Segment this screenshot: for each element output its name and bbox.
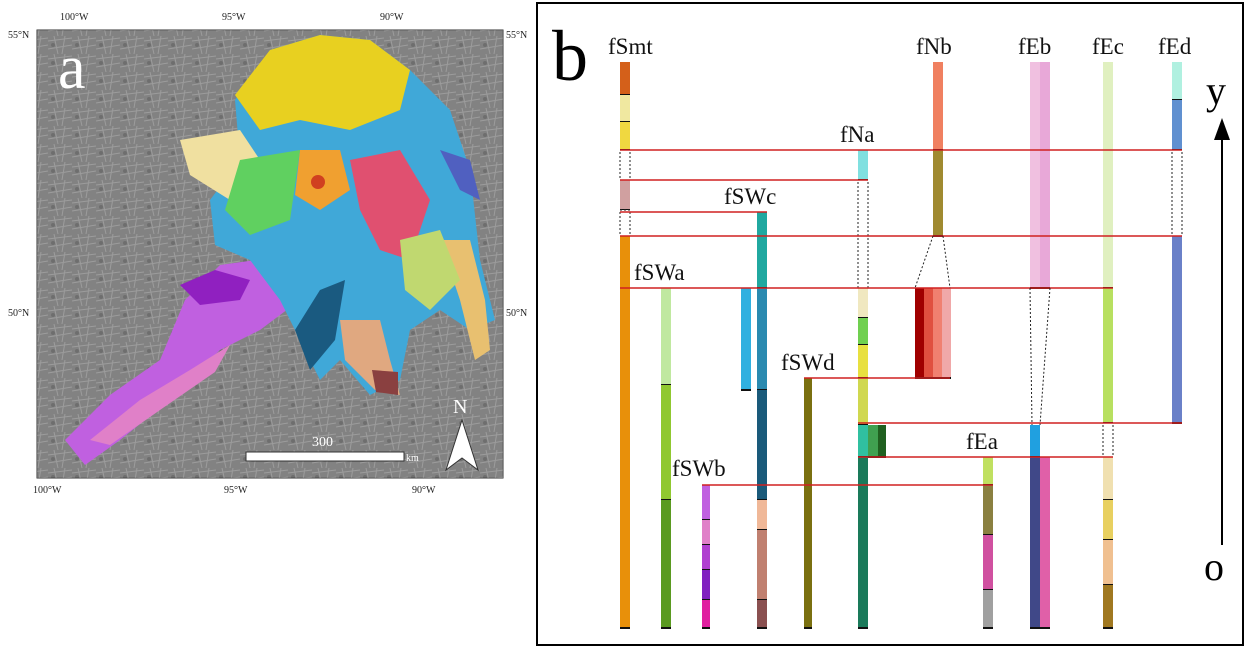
unit-bar — [620, 236, 630, 628]
unit-bar — [757, 530, 767, 600]
unit-bar — [1030, 457, 1040, 628]
unit — [311, 175, 325, 189]
hiatus — [1103, 423, 1113, 457]
column-label: fSWb — [672, 456, 726, 481]
north-label: N — [453, 396, 467, 418]
lon-label: 100°W — [33, 485, 62, 496]
unit-bar — [858, 318, 868, 345]
column-label: fEd — [1158, 34, 1192, 59]
lat-label: 50°N — [8, 308, 29, 319]
unit-bar — [702, 520, 710, 545]
unit — [372, 370, 398, 395]
hiatus — [620, 150, 630, 180]
unit-bar — [933, 62, 943, 150]
unit-bar — [858, 457, 868, 628]
unit-bar — [1103, 457, 1113, 500]
lat-label: 50°N — [506, 308, 527, 319]
unit-bar — [983, 590, 993, 628]
panel-label: b — [552, 16, 588, 96]
panel-a: a 100°W 95°W 90°W 100°W 95°W 90°W 55°N 5… — [8, 12, 527, 496]
unit-bar — [661, 288, 671, 385]
unit-bar — [1172, 236, 1182, 423]
unit-bar — [858, 150, 868, 180]
unit-bar — [1103, 500, 1113, 540]
column-label: fNb — [916, 34, 952, 59]
panel-frame — [537, 3, 1243, 645]
unit-bar — [1040, 457, 1050, 628]
unit-bar — [1103, 540, 1113, 585]
unit-bar — [878, 425, 886, 457]
unit-bar — [858, 425, 868, 457]
column-label: fEa — [966, 429, 998, 454]
unit-bar — [942, 288, 951, 378]
unit-bar — [933, 150, 943, 236]
column-label: fSWc — [724, 184, 776, 209]
axis-top-label: y — [1206, 68, 1226, 113]
hiatus — [620, 210, 630, 236]
scale-value: 300 — [312, 435, 333, 450]
unit-bar — [933, 288, 942, 378]
unit-bar — [858, 378, 868, 425]
column-label: fSWa — [634, 260, 685, 285]
axis-bottom-label: o — [1204, 544, 1224, 589]
unit-bar — [620, 180, 630, 210]
unit-bar — [858, 288, 868, 318]
lon-label: 90°W — [412, 485, 436, 496]
panel-label: a — [58, 34, 86, 102]
lon-label: 90°W — [380, 12, 404, 23]
column-label: fSmt — [608, 34, 653, 59]
unit-bar — [1172, 62, 1182, 100]
unit-bar — [1030, 62, 1040, 288]
scale-unit: km — [406, 453, 419, 464]
unit-bar — [924, 288, 933, 378]
unit-bar — [702, 485, 710, 520]
column-label: fNa — [840, 122, 874, 147]
unit-bar — [702, 570, 710, 600]
unit-bar — [1103, 585, 1113, 628]
hiatus — [1172, 150, 1182, 236]
unit-bar — [620, 62, 630, 95]
lat-label: 55°N — [506, 30, 527, 41]
unit-bar — [858, 345, 868, 378]
panel-b: b fSmt fNb fEb fEc fEd fNa fSWc fSWa fSW… — [537, 3, 1243, 645]
unit-bar — [757, 500, 767, 530]
unit-bar — [757, 390, 767, 500]
unit-bar — [620, 122, 630, 150]
unit-bar — [757, 212, 767, 288]
lon-label: 95°W — [222, 12, 246, 23]
lat-label: 55°N — [8, 30, 29, 41]
unit-bar — [757, 600, 767, 628]
unit-bar — [983, 535, 993, 590]
unit-bar — [1030, 425, 1040, 457]
unit-bar — [915, 288, 924, 378]
unit-bar — [1040, 62, 1050, 288]
unit-bar — [1103, 62, 1113, 288]
unit-bar — [983, 485, 993, 535]
unit-bar — [702, 600, 710, 628]
unit-bar — [661, 385, 671, 500]
unit-bar — [804, 378, 812, 628]
figure: a 100°W 95°W 90°W 100°W 95°W 90°W 55°N 5… — [0, 0, 1246, 648]
column-label: fSWd — [781, 350, 835, 375]
unit-bar — [620, 95, 630, 122]
unit-bar — [741, 288, 751, 390]
column-label: fEb — [1018, 34, 1051, 59]
unit-bar — [1172, 100, 1182, 150]
scale-bar — [246, 452, 404, 461]
lon-label: 100°W — [60, 12, 89, 23]
unit-bar — [983, 457, 993, 485]
unit-bar — [757, 288, 767, 390]
unit-bar — [868, 425, 878, 457]
unit-bar — [1103, 288, 1113, 423]
unit-bar — [661, 500, 671, 628]
hiatus — [858, 180, 868, 288]
column-label: fEc — [1092, 34, 1124, 59]
unit-bar — [702, 545, 710, 570]
lon-label: 95°W — [224, 485, 248, 496]
